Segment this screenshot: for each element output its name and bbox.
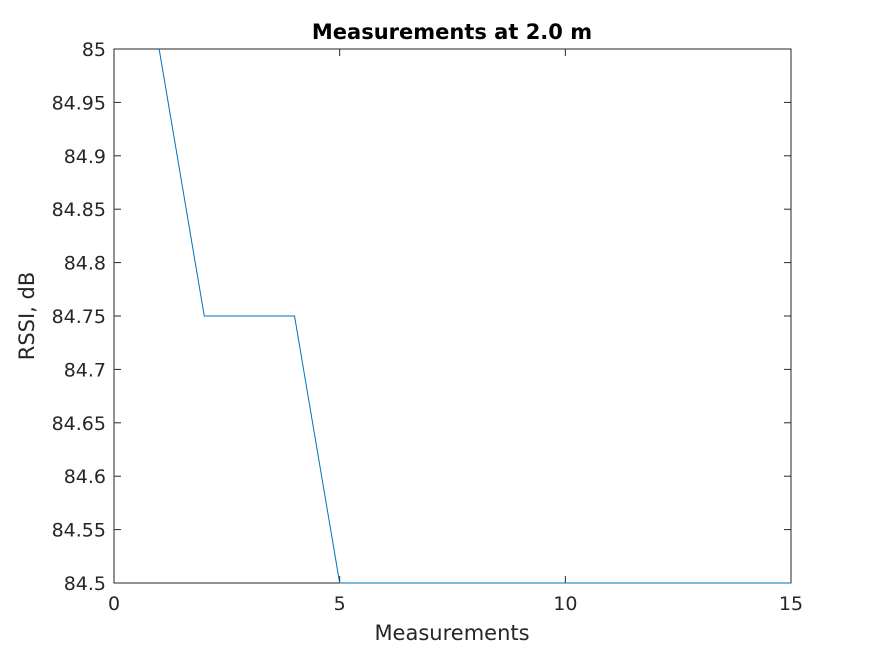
x-axis-label: Measurements [374,621,529,645]
axis-tick-labels: 0 5 10 15 84.5 84.55 84.6 84.65 84.7 84.75 84.8 84.… [52,39,804,615]
y-tick-label-1: 84.55 [52,520,106,542]
x-tick-label-2: 10 [553,593,577,615]
y-tick-label-8: 84.9 [64,146,106,168]
series-line-0 [158,48,791,584]
y-tick-label-4: 84.7 [64,359,106,381]
y-axis-label: RSSI, dB [15,272,39,361]
series-group [158,48,791,584]
y-tick-label-7: 84.85 [52,199,106,221]
y-tick-label-5: 84.75 [52,306,106,328]
x-tick-label-1: 5 [334,593,346,615]
y-tick-label-6: 84.8 [64,253,106,275]
y-tick-label-9: 84.95 [52,92,106,114]
y-tick-label-2: 84.6 [64,466,106,488]
x-tick-label-3: 15 [779,593,803,615]
chart-title: Measurements at 2.0 m [312,20,592,44]
x-tick-label-0: 0 [108,593,120,615]
y-tick-label-0: 84.5 [64,573,106,595]
y-tick-label-10: 85 [82,39,106,61]
y-tick-label-3: 84.65 [52,413,106,435]
